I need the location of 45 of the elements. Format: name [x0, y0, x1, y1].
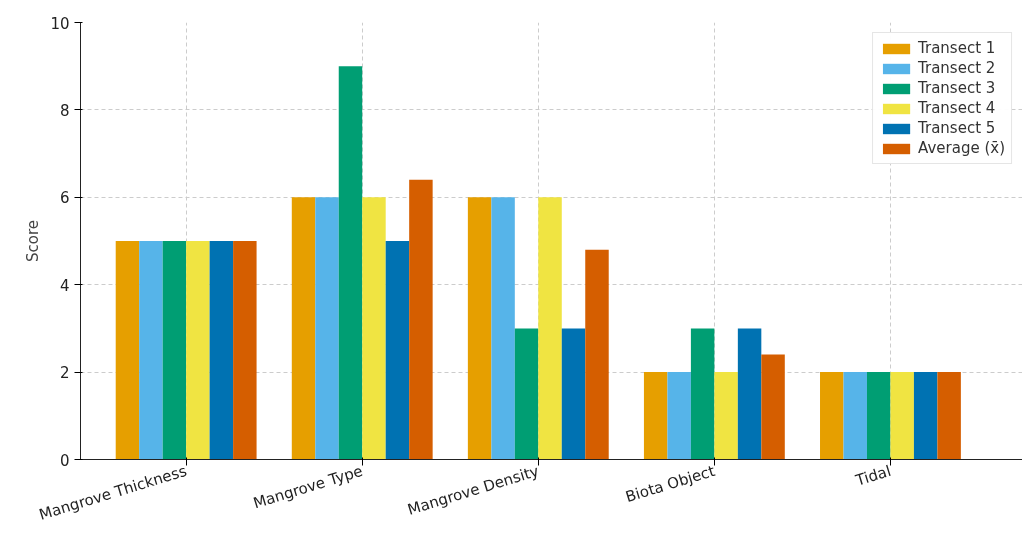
bar — [162, 241, 187, 460]
y-tick-label: 2 — [59, 364, 70, 383]
x-tick-label: Tidal — [852, 461, 894, 490]
bar — [233, 241, 257, 460]
bar — [186, 241, 210, 460]
bar — [866, 372, 891, 460]
y-tick-label: 8 — [59, 101, 70, 120]
y-tick-label: 0 — [59, 451, 70, 470]
bar — [643, 372, 668, 460]
bar — [491, 197, 515, 460]
bar — [761, 354, 785, 460]
bar — [514, 328, 539, 460]
bar — [843, 372, 867, 460]
bar — [714, 372, 738, 460]
legend-label: Transect 2 — [918, 59, 996, 77]
bar — [538, 197, 562, 460]
bar — [362, 197, 386, 460]
bar — [291, 197, 316, 460]
y-tick-label: 4 — [59, 276, 70, 295]
bar — [937, 372, 961, 460]
bar — [338, 66, 363, 460]
legend-label: Transect 1 — [918, 39, 996, 57]
y-axis-title: Score — [24, 219, 43, 263]
bar — [890, 372, 914, 460]
bar — [690, 328, 715, 460]
y-tick-label: 10 — [50, 14, 70, 33]
bar — [820, 372, 844, 460]
bar — [467, 197, 492, 460]
legend-label: Transect 4 — [918, 99, 996, 117]
bar — [315, 197, 339, 460]
bar — [385, 241, 410, 460]
x-tick-label: Biota Object — [623, 461, 718, 507]
bar — [667, 372, 691, 460]
bar — [209, 241, 234, 460]
bar — [737, 328, 762, 460]
bar — [561, 328, 586, 460]
y-tick-label: 6 — [59, 189, 70, 208]
legend-label: Transect 5 — [918, 119, 996, 137]
bar — [115, 241, 140, 460]
bar — [585, 249, 609, 460]
bar — [139, 241, 163, 460]
bar — [409, 179, 433, 460]
legend-label: Average (x̄) — [918, 139, 1005, 157]
legend-label: Transect 3 — [918, 79, 996, 97]
bar — [913, 372, 938, 460]
